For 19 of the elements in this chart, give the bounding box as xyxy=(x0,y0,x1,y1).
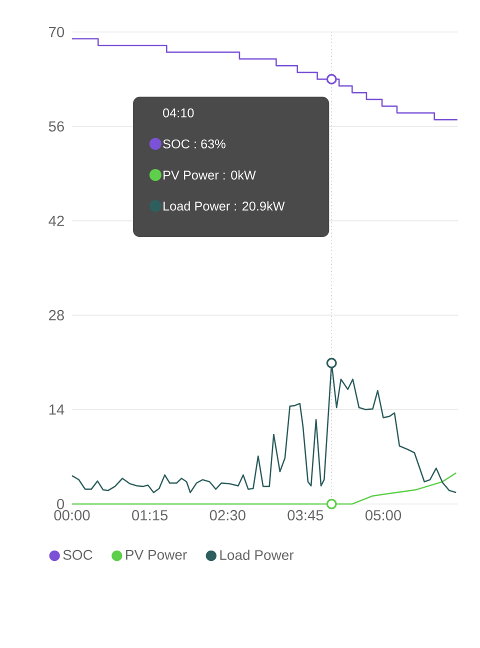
y-tick-label: 0 xyxy=(57,498,64,510)
x-tick-label: 00:00 xyxy=(54,510,90,520)
annotation: PV Power : 0kW xyxy=(164,170,256,180)
annotation: Load Power : 20.9kW xyxy=(164,201,285,211)
annotation: SOC : 63% xyxy=(163,139,226,148)
legend-label: SOC xyxy=(63,550,92,560)
y-tick-label: 14 xyxy=(49,404,64,415)
y-tick-label: 42 xyxy=(48,216,64,226)
y-tick-label: 70 xyxy=(49,26,64,38)
line-series xyxy=(71,472,457,505)
x-tick-label: 02:30 xyxy=(210,510,246,520)
annotation: 04:10 xyxy=(163,108,194,118)
x-tick-label: 05:00 xyxy=(366,510,402,520)
legend-label: Load Power xyxy=(220,550,294,560)
x-tick-label: 01:15 xyxy=(132,510,168,520)
y-tick-label: 56 xyxy=(48,121,64,132)
legend-label: PV Power xyxy=(126,550,187,560)
y-tick-label: 28 xyxy=(49,310,64,320)
x-tick-label: 03:45 xyxy=(288,510,324,520)
